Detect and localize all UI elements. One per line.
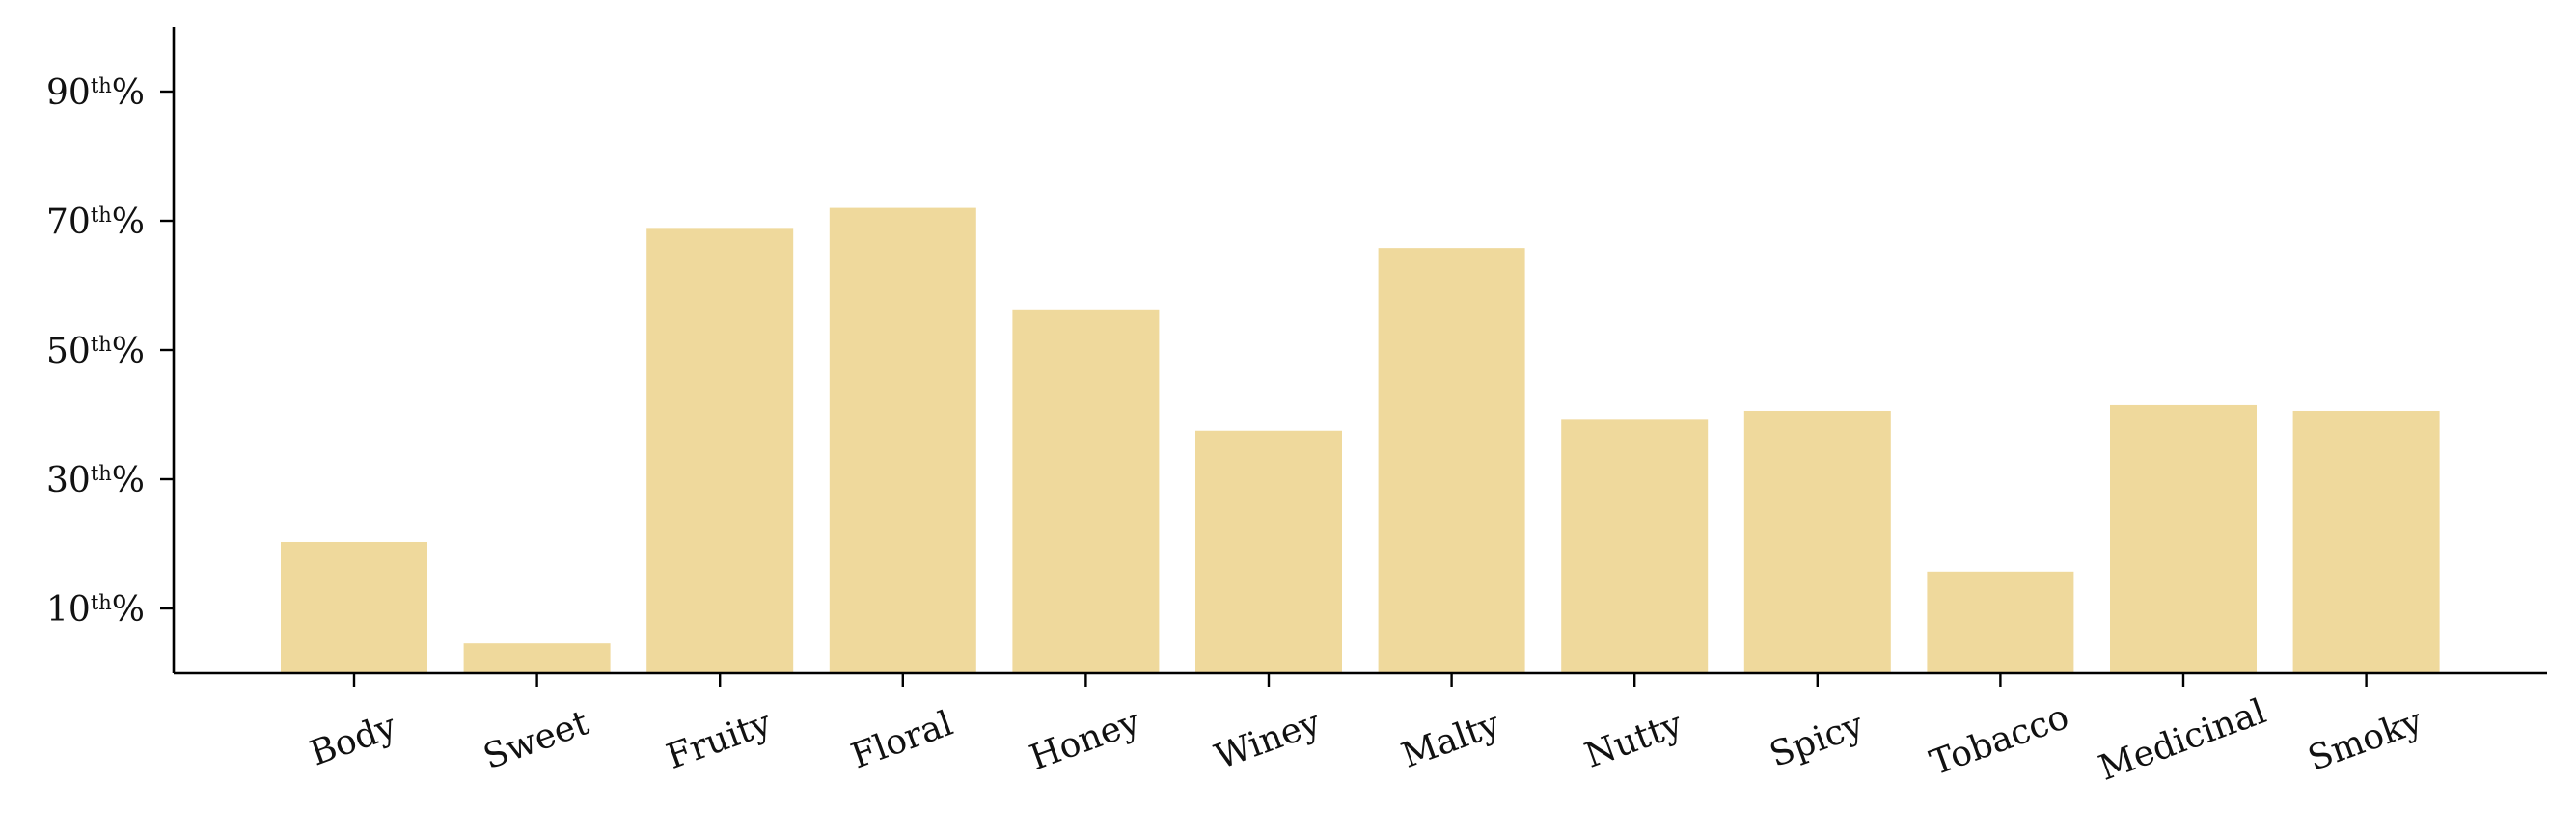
bar-nutty (1561, 419, 1709, 673)
x-tick-label-winey: Winey (1210, 703, 1327, 777)
x-tick-label-nutty: Nutty (1579, 704, 1687, 775)
bar-winey (1195, 430, 1342, 673)
y-tick-label-10: 10th% (46, 590, 145, 630)
x-tick-label-floral: Floral (846, 704, 958, 777)
y-tick-label-50: 50th% (46, 332, 145, 371)
bar-sweet (463, 643, 611, 673)
x-tick-label-medicinal: Medicinal (2094, 692, 2271, 789)
bar-malty (1378, 248, 1525, 673)
bar-medicinal (2110, 404, 2257, 673)
x-tick-label-honey: Honey (1025, 702, 1145, 778)
x-tick-label-smoky: Smoky (2303, 701, 2428, 779)
y-tick-label-70: 70th% (46, 202, 145, 242)
y-ticks-group: 10th% 30th% 50th% 70th% 90th% (46, 73, 174, 630)
x-tick-label-spicy: Spicy (1765, 705, 1869, 775)
x-tick-label-fruity: Fruity (662, 703, 778, 777)
y-tick-label-90: 90th% (46, 73, 145, 113)
y-tick-label-30: 30th% (46, 461, 145, 500)
bar-spicy (1743, 410, 1891, 673)
x-ticks-group: Body Sweet Fruity Floral Honey Winey Malty Nutt… (305, 673, 2428, 789)
bar-floral (829, 207, 976, 673)
bar-body (281, 541, 427, 673)
bars-group (281, 207, 2440, 673)
x-tick-label-sweet: Sweet (479, 703, 594, 777)
bar-smoky (2292, 410, 2440, 673)
bar-fruity (646, 228, 794, 673)
x-tick-label-tobacco: Tobacco (1925, 697, 2073, 784)
bar-honey (1012, 309, 1160, 673)
bar-tobacco (1927, 571, 2074, 673)
x-tick-label-malty: Malty (1397, 704, 1506, 776)
x-tick-label-body: Body (305, 707, 402, 774)
